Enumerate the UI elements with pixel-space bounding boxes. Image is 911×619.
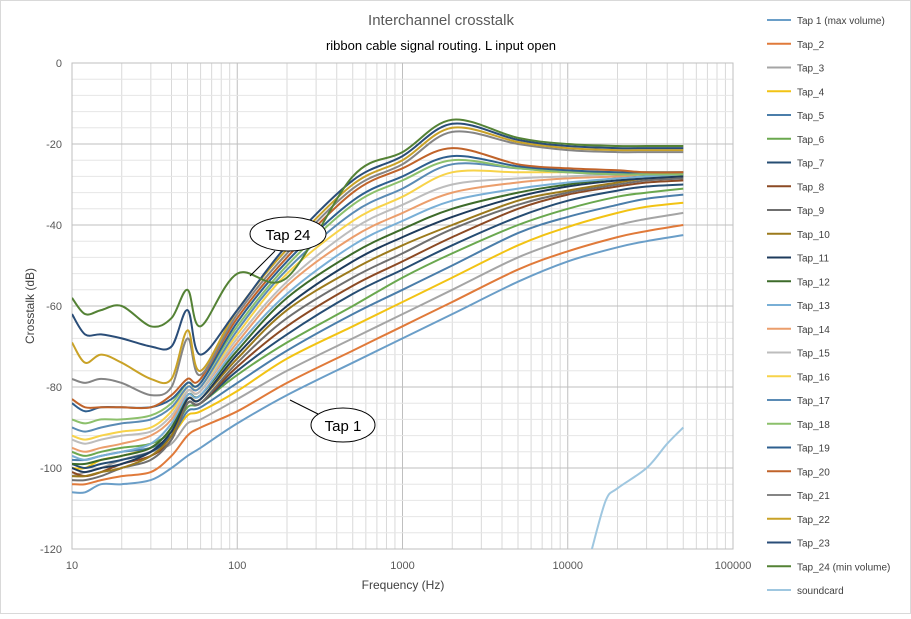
y-tick-label: -40 [46,220,62,232]
series-line-22 [72,126,684,385]
legend-label: Tap_6 [797,135,825,146]
legend-label: Tap_5 [797,111,825,122]
series-line-10 [72,175,684,478]
annotation-text-tap1: Tap 1 [325,418,362,435]
legend-label: Tap_8 [797,182,825,193]
chart-subtitle: ribbon cable signal routing. L input ope… [326,38,556,53]
annotation-leader-tap1 [289,399,319,415]
legend-label: Tap_18 [797,420,830,431]
series-line-6 [72,187,684,457]
legend-label: Tap_13 [797,301,830,312]
legend: Tap 1 (max volume) Tap_2 Tap_3 Tap_4 Tap_5 Ta… [767,16,890,597]
series-line-12 [72,173,684,466]
legend-label: Tap_9 [797,206,825,217]
series-line-2 [72,224,684,486]
chart-title: Interchannel crosstalk [368,12,514,29]
y-axis-label: Crosstalk (dB) [23,268,37,344]
legend-label: Tap_4 [797,87,825,98]
x-tick-label: 1000 [390,560,414,572]
legend-label: Tap_12 [797,277,830,288]
x-tick-label: 10000 [552,560,583,572]
legend-label: Tap_23 [797,539,830,550]
legend-label: Tap_22 [797,515,830,526]
legend-label: Tap 1 (max volume) [797,16,885,27]
plot-area-border [71,62,734,550]
grid [71,62,734,550]
legend-label: Tap_11 [797,254,830,265]
legend-label: Tap_10 [797,230,830,241]
annotation-callout-tap24 [249,216,327,252]
series-line-14 [72,173,684,453]
annotations: Tap 24 Tap 1 [249,216,376,443]
axis-ticks: 10 100 1000 10000 100000 0 -20 -40 -60 -80 -100 -12… [40,58,751,572]
legend-label: Tap_19 [797,444,830,455]
legend-label: soundcard [797,586,844,597]
series-line-24 [72,118,684,328]
x-tick-label: 100000 [715,560,752,572]
series-line-7 [72,183,684,469]
annotation-callout-tap1 [310,407,376,443]
legend-label: Tap_7 [797,159,825,170]
x-axis-label: Frequency (Hz) [362,578,445,592]
legend-label: Tap_20 [797,467,830,478]
y-tick-label: -60 [46,301,62,313]
y-tick-label: -20 [46,139,62,151]
y-tick-label: -120 [40,544,62,556]
series-lines [72,118,685,549]
series-line-18 [72,158,684,425]
y-tick-label: -100 [40,463,62,475]
x-tick-label: 100 [228,560,246,572]
legend-label: Tap_15 [797,349,830,360]
annotation-leader-tap24 [249,250,276,277]
y-tick-label: 0 [56,58,62,70]
y-tick-label: -80 [46,382,62,394]
series-line-13 [72,173,684,461]
series-line-15 [72,173,684,445]
legend-label: Tap_17 [797,396,830,407]
series-line-1 [72,234,684,494]
annotation-text-tap24: Tap 24 [265,227,310,244]
legend-label: Tap_14 [797,325,830,336]
legend-label: Tap_16 [797,372,830,383]
legend-label: Tap_2 [797,40,825,51]
series-line-23 [72,122,684,356]
series-line-25 [590,426,685,549]
series-line-21 [72,130,684,397]
legend-label: Tap_3 [797,64,825,75]
series-line-11 [72,175,684,474]
x-tick-label: 10 [66,560,78,572]
legend-label: Tap_24 (min volume) [797,562,890,573]
legend-label: Tap_21 [797,491,830,502]
